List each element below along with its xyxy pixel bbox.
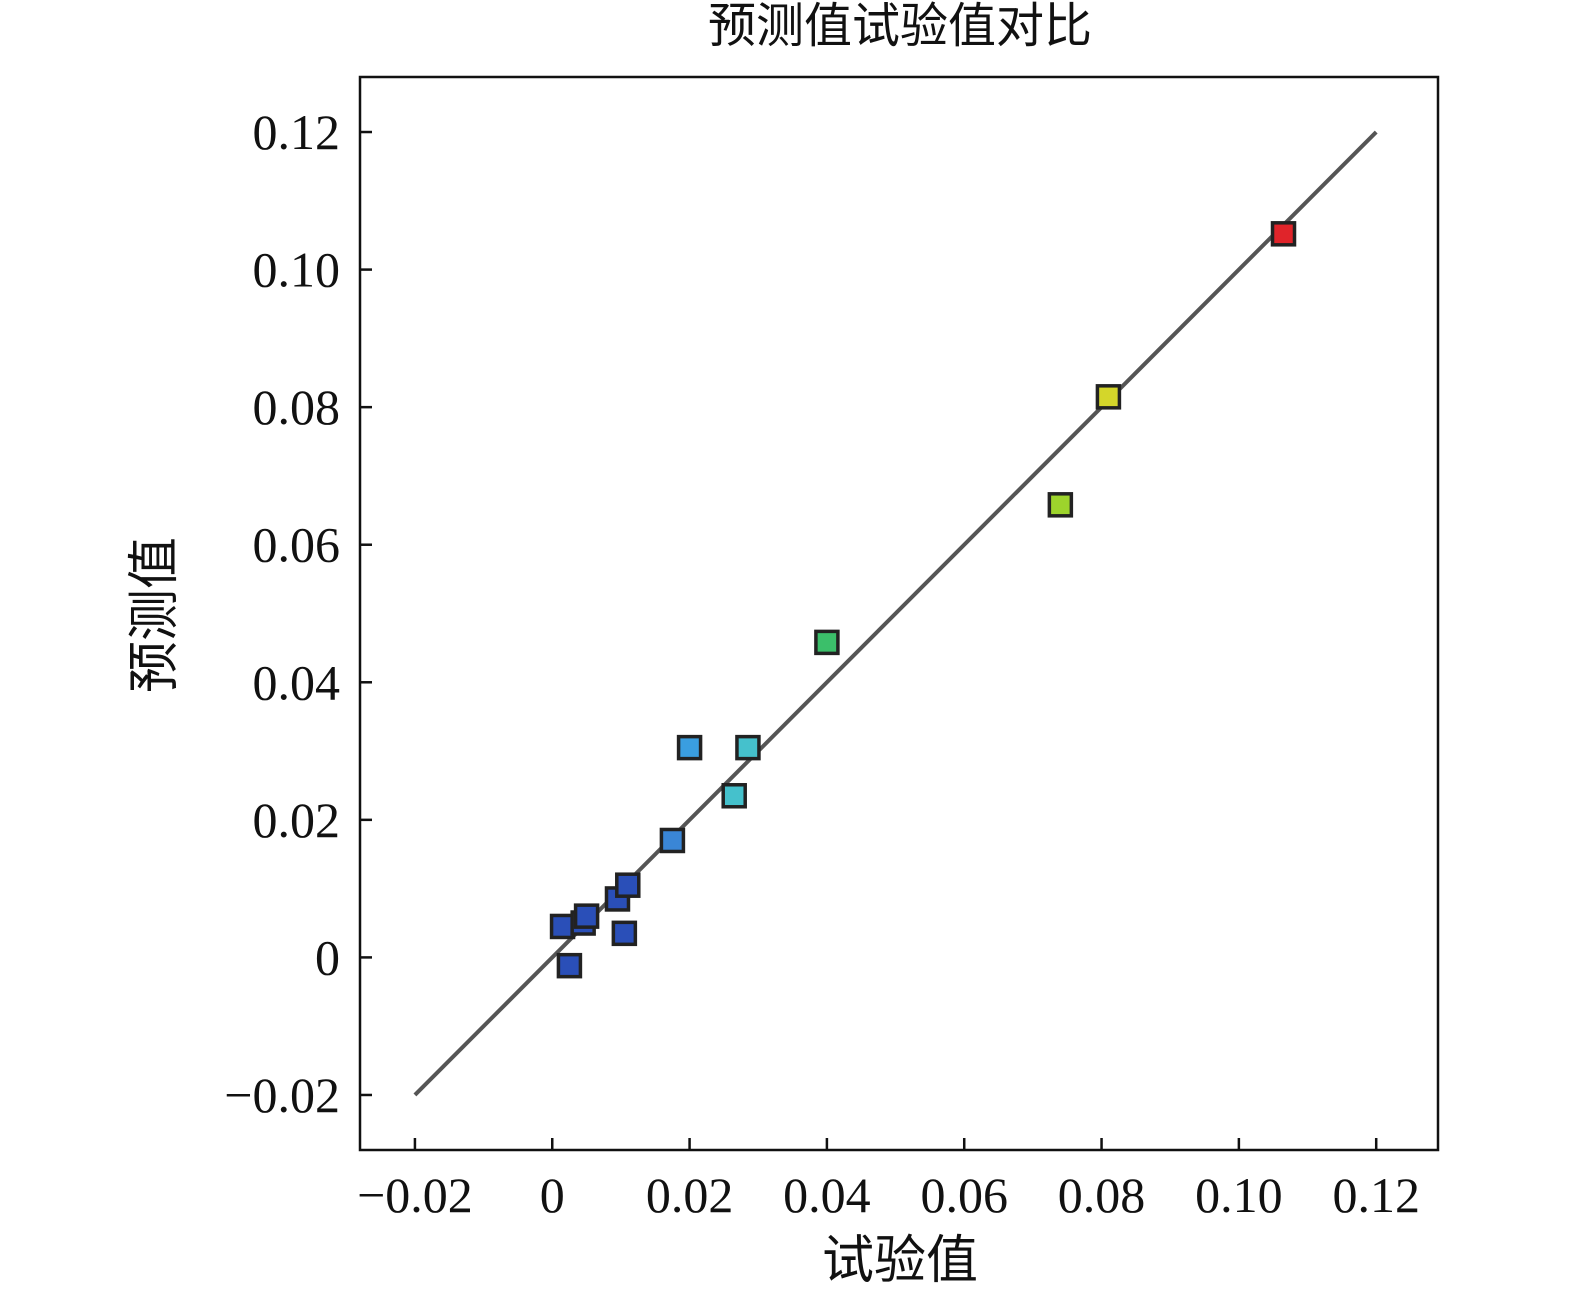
data-point	[1095, 384, 1122, 410]
data-point	[611, 920, 638, 947]
x-tick-label: 0.10	[1195, 1167, 1283, 1223]
y-tick-label: 0.02	[253, 792, 341, 848]
x-tick-label: 0.02	[646, 1167, 734, 1223]
data-point	[721, 783, 747, 809]
reference-line	[413, 130, 1378, 1097]
y-axis: −0.02 0 0.02 0.04 0.06 0.08 0.10 0.12	[224, 104, 372, 1123]
x-tick-label: 0.12	[1332, 1167, 1420, 1223]
data-points	[549, 221, 1297, 979]
x-tick-label: −0.02	[357, 1167, 473, 1223]
x-tick-label: 0.04	[783, 1167, 871, 1223]
y-tick-label: 0.08	[253, 379, 341, 435]
data-point	[814, 629, 840, 656]
data-point	[573, 903, 600, 929]
plot-frame	[358, 75, 1440, 1152]
data-point	[556, 952, 583, 979]
x-tick-label: 0.08	[1058, 1167, 1146, 1223]
y-tick-label: −0.02	[224, 1067, 340, 1123]
y-tick-label: 0.06	[253, 517, 341, 573]
y-tick-label: 0.04	[253, 654, 341, 710]
y-tick-label: 0.10	[253, 242, 341, 298]
reference-line-layer	[413, 130, 1378, 1097]
chart-title: 预测值试验值对比	[708, 0, 1092, 54]
data-point	[615, 872, 641, 898]
data-point	[676, 734, 703, 761]
x-axis-title: 试验值	[822, 1231, 978, 1291]
y-tick-label: 0.12	[253, 104, 341, 160]
y-tick-label: 0	[315, 929, 340, 985]
data-point	[735, 734, 761, 761]
data-point	[549, 913, 576, 940]
data-point	[1047, 492, 1074, 518]
data-point	[1270, 221, 1297, 247]
x-tick-label: 0.06	[920, 1167, 1008, 1223]
x-tick-label: 0	[540, 1167, 565, 1223]
y-axis-title: 预测值	[125, 537, 185, 693]
x-axis: −0.02 0 0.02 0.04 0.06 0.08 0.10 0.12	[357, 1138, 1420, 1223]
data-point	[659, 827, 686, 854]
